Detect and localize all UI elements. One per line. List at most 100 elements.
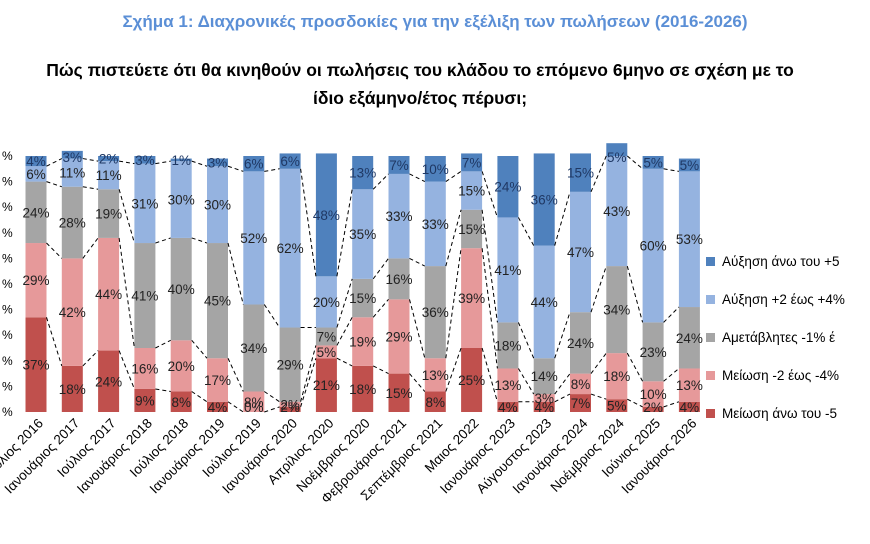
- bar-segment: [424, 391, 446, 412]
- connector-line: [554, 312, 571, 359]
- connector-line: [481, 171, 498, 218]
- y-tick-label: %: [2, 303, 13, 317]
- bar-segment: [461, 209, 483, 249]
- bar-segment: [207, 401, 228, 412]
- bar-segment: [207, 358, 228, 402]
- bar-segment: [461, 248, 483, 348]
- data-label: 15%: [567, 166, 594, 181]
- bar-segment: [678, 171, 700, 308]
- bar-segment: [170, 237, 192, 341]
- connector-line: [155, 388, 171, 393]
- data-label: 15%: [458, 184, 485, 199]
- data-label: 25%: [458, 373, 485, 388]
- y-tick-label: %: [2, 175, 13, 189]
- data-label: 4%: [534, 400, 554, 415]
- bar-segment: [497, 401, 519, 412]
- figure-title: Σχήμα 1: Διαχρονικές προσδοκίες για την …: [122, 12, 748, 31]
- data-label: 14%: [531, 369, 558, 384]
- data-label: 18%: [494, 338, 521, 353]
- connector-line: [264, 391, 280, 403]
- data-label: 4%: [208, 400, 228, 415]
- connector-line: [626, 265, 644, 323]
- bar-segment: [170, 161, 192, 238]
- data-label: 15%: [458, 222, 485, 237]
- data-label: 31%: [131, 196, 158, 211]
- data-label: 24%: [22, 205, 49, 220]
- bar-segment: [98, 161, 120, 190]
- bar-segment: [25, 317, 47, 412]
- connector-line: [191, 339, 208, 359]
- bar-segment: [424, 266, 446, 359]
- connector-line: [191, 391, 208, 403]
- bar-segment: [570, 312, 591, 374]
- data-label: 13%: [422, 368, 449, 383]
- data-label: 24%: [95, 374, 122, 389]
- bar-segment: [424, 181, 446, 267]
- bar-segment: [497, 368, 519, 402]
- bar-segment: [461, 153, 483, 172]
- data-label: 3%: [63, 150, 83, 165]
- legend-label: Αύξηση άνω του +5: [722, 254, 840, 269]
- bar-segment: [606, 156, 628, 267]
- bar-segment: [279, 401, 301, 407]
- connector-line: [554, 393, 571, 403]
- bar-segment: [98, 156, 120, 162]
- bar-segment: [25, 181, 47, 244]
- data-label: 21%: [313, 378, 340, 393]
- bar-segment: [170, 340, 192, 392]
- bar-segment: [388, 258, 410, 300]
- data-label: 17%: [204, 373, 231, 388]
- connector-line: [227, 242, 244, 305]
- data-label: 15%: [385, 386, 412, 401]
- y-tick-label: %: [2, 226, 13, 240]
- bar-segment: [352, 189, 374, 279]
- bar-segment: [533, 153, 555, 246]
- bar-segment: [642, 156, 664, 169]
- bar-segment: [315, 345, 337, 359]
- data-label: 24%: [567, 336, 594, 351]
- data-label: 4%: [498, 400, 518, 415]
- data-label: 20%: [313, 295, 340, 310]
- connector-line: [155, 160, 171, 165]
- bar-segment: [279, 406, 301, 412]
- data-label: 6%: [26, 167, 46, 182]
- connector-line: [336, 189, 353, 277]
- y-tick-label: %: [2, 149, 13, 163]
- data-label: 8%: [244, 395, 264, 410]
- y-tick-label: %: [2, 379, 13, 393]
- connector-line: [663, 401, 680, 408]
- data-label: 2%: [280, 400, 300, 415]
- data-label: 44%: [531, 295, 558, 310]
- connector-line: [191, 160, 208, 167]
- connector-line: [409, 173, 426, 183]
- connector-line: [300, 345, 317, 402]
- data-label: 5%: [680, 158, 700, 173]
- bar-segment: [134, 156, 156, 164]
- data-label: 19%: [349, 335, 376, 350]
- bar-segment: [61, 158, 83, 187]
- y-tick-label: %: [2, 251, 13, 265]
- connector-line: [663, 168, 679, 172]
- y-tick-label: %: [2, 200, 13, 214]
- bar-segment: [61, 150, 83, 159]
- legend-swatch: [706, 333, 715, 342]
- connector-line: [119, 160, 135, 165]
- data-label: 13%: [349, 166, 376, 181]
- data-label: 7%: [317, 329, 337, 344]
- bar-segment: [98, 189, 120, 238]
- data-label: 34%: [240, 341, 267, 356]
- bar-segment: [533, 394, 555, 402]
- data-label: 45%: [204, 294, 231, 309]
- bar-segment: [243, 391, 265, 412]
- bar-segment: [388, 173, 410, 259]
- connector-line: [227, 165, 244, 172]
- data-label: 2%: [99, 152, 119, 167]
- data-label: 8%: [426, 395, 446, 410]
- connector-line: [263, 304, 281, 328]
- data-label: 7%: [389, 158, 409, 173]
- data-label: 36%: [422, 305, 449, 320]
- connector-line: [409, 257, 426, 267]
- data-label: 2%: [280, 397, 300, 412]
- data-label: 30%: [168, 193, 195, 208]
- connector-line: [155, 237, 171, 244]
